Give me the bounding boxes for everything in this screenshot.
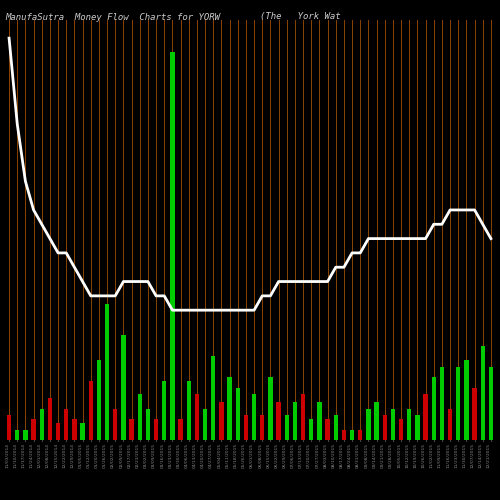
Bar	[326, 419, 330, 440]
Bar	[440, 366, 444, 440]
Bar	[407, 408, 412, 440]
Bar	[228, 377, 232, 440]
Bar	[48, 398, 52, 440]
Bar	[456, 366, 460, 440]
Bar	[40, 408, 44, 440]
Bar	[23, 430, 28, 440]
Bar	[211, 356, 216, 440]
Bar	[252, 394, 256, 440]
Bar	[284, 415, 289, 440]
Bar	[334, 415, 338, 440]
Bar	[260, 415, 264, 440]
Bar	[276, 402, 281, 440]
Bar	[358, 430, 362, 440]
Bar	[88, 381, 93, 440]
Bar	[268, 377, 272, 440]
Bar	[56, 423, 60, 440]
Bar	[7, 415, 12, 440]
Bar	[390, 408, 395, 440]
Bar	[448, 408, 452, 440]
Bar	[415, 415, 420, 440]
Bar	[472, 388, 477, 440]
Bar	[480, 346, 485, 440]
Bar	[154, 419, 158, 440]
Bar	[399, 419, 404, 440]
Bar	[424, 394, 428, 440]
Bar	[72, 419, 76, 440]
Text: (The   York Wat: (The York Wat	[260, 12, 340, 22]
Bar	[170, 52, 174, 440]
Bar	[292, 402, 297, 440]
Bar	[194, 394, 199, 440]
Bar	[32, 419, 36, 440]
Bar	[113, 408, 117, 440]
Bar	[236, 388, 240, 440]
Bar	[309, 419, 314, 440]
Bar	[96, 360, 101, 440]
Bar	[138, 394, 142, 440]
Bar	[342, 430, 346, 440]
Bar	[80, 423, 85, 440]
Bar	[317, 402, 322, 440]
Bar	[105, 304, 110, 440]
Bar	[219, 402, 224, 440]
Bar	[203, 408, 207, 440]
Bar	[382, 415, 387, 440]
Bar	[464, 360, 468, 440]
Bar	[162, 381, 166, 440]
Bar	[301, 394, 306, 440]
Bar	[350, 430, 354, 440]
Bar	[146, 408, 150, 440]
Bar	[64, 408, 68, 440]
Bar	[488, 366, 493, 440]
Text: ManufaSutra  Money Flow  Charts for YORW: ManufaSutra Money Flow Charts for YORW	[5, 12, 220, 22]
Bar	[374, 402, 379, 440]
Bar	[178, 419, 183, 440]
Bar	[130, 419, 134, 440]
Bar	[432, 377, 436, 440]
Bar	[366, 408, 370, 440]
Bar	[15, 430, 20, 440]
Bar	[186, 381, 191, 440]
Bar	[121, 335, 126, 440]
Bar	[244, 415, 248, 440]
